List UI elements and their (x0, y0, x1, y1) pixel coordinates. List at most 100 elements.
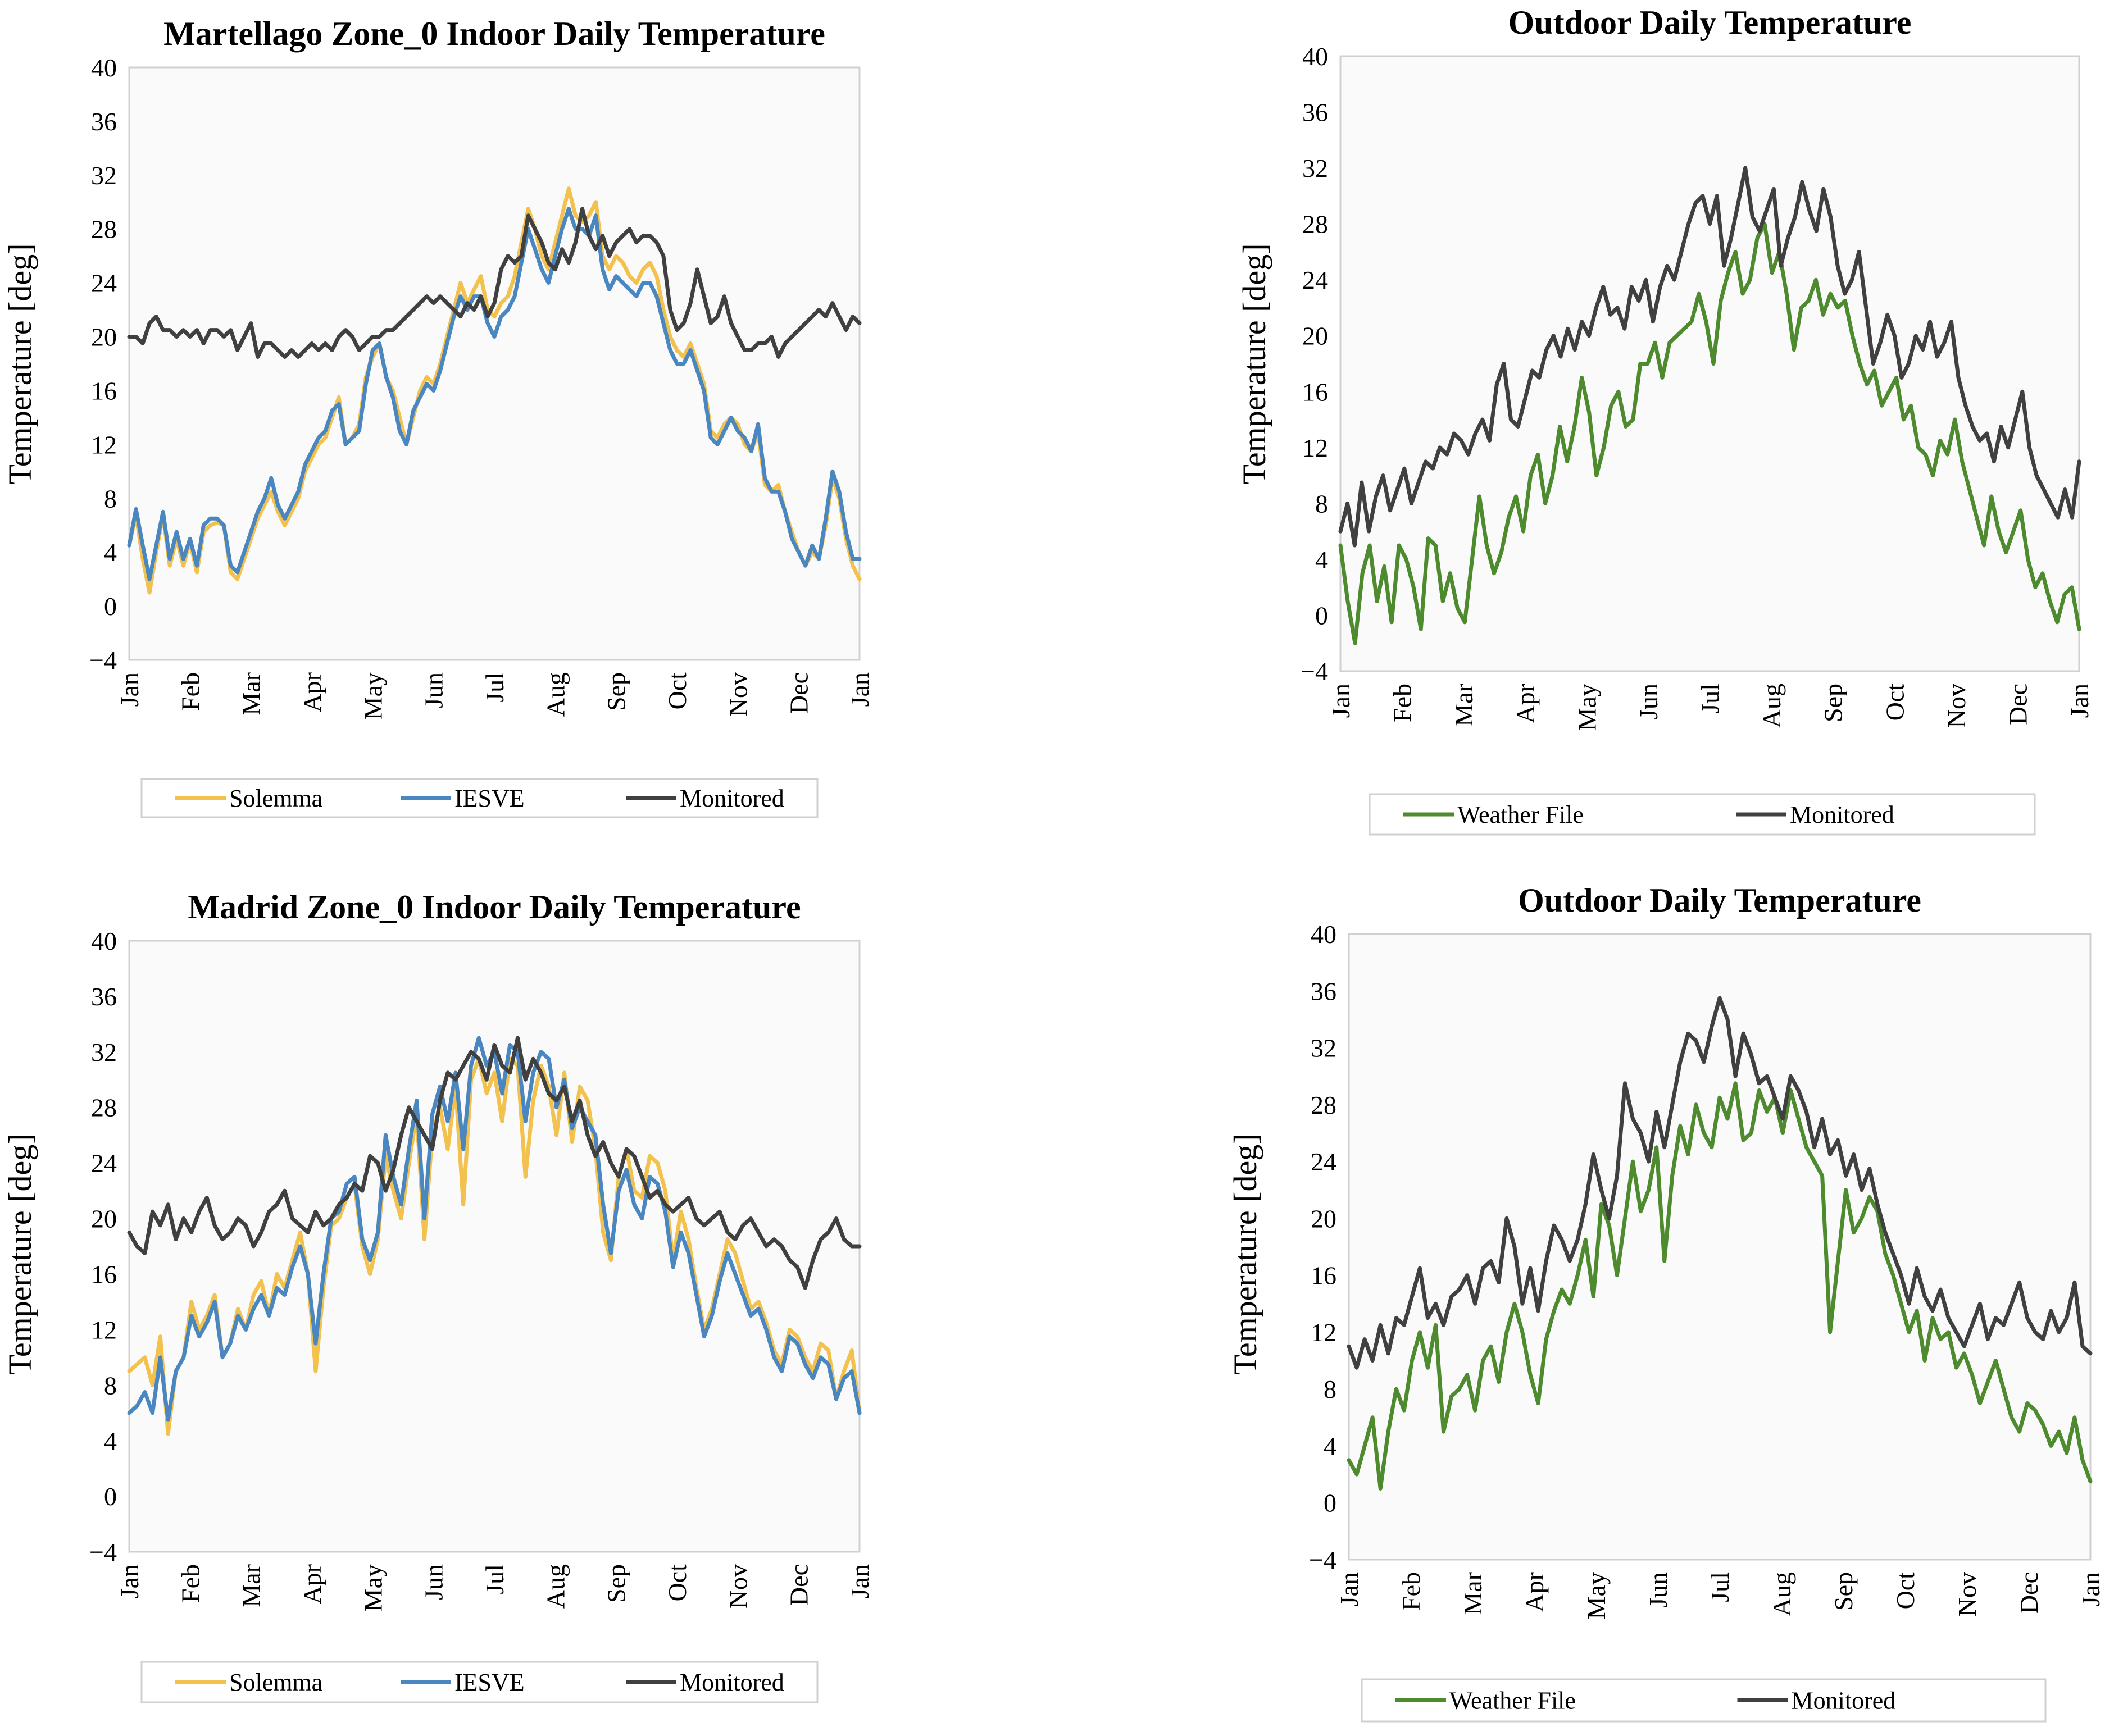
x-tick-label: Sep (1819, 684, 1848, 722)
y-tick-label: 16 (91, 1260, 117, 1288)
y-tick-label: 40 (1311, 920, 1336, 949)
y-tick-label: 8 (1315, 489, 1328, 518)
x-tick-label: Nov (1942, 684, 1971, 728)
y-tick-label: 40 (91, 53, 117, 82)
y-tick-label: 28 (91, 215, 117, 244)
series-line-weather-file (1338, 222, 2081, 645)
series-line-solemma (127, 186, 862, 595)
x-tick-label: Oct (663, 1564, 692, 1602)
x-tick-label: Aug (1767, 1572, 1796, 1616)
x-tick-label: Apr (1511, 684, 1540, 724)
chart-madrid-outdoor: Outdoor Daily Temperature −4 0 4 8 12 16 20 24 28… (1057, 868, 2113, 1735)
x-tick-label: Jun (1644, 1572, 1672, 1608)
y-tick-label: 20 (91, 1205, 117, 1233)
x-tick-label: Jul (480, 672, 509, 703)
x-tick-label: Dec (785, 672, 813, 714)
y-tick-label: 24 (1311, 1147, 1336, 1176)
y-tick-label: 40 (91, 927, 117, 955)
series-line-monitored (127, 207, 862, 359)
x-tick-label: Jan (2065, 684, 2094, 718)
x-tick-label: Sep (602, 1564, 631, 1603)
chart-title: Outdoor Daily Temperature (1508, 4, 1912, 41)
chart-svg: Outdoor Daily Temperature −4 0 4 8 12 16 20 24 28… (1227, 882, 2105, 1723)
chart-title: Outdoor Daily Temperature (1518, 882, 1921, 919)
plot-area (1348, 933, 2092, 1561)
x-tick-label: Mar (1449, 684, 1478, 727)
x-tick-label: Aug (541, 672, 570, 717)
legend-label-monitored: Monitored (680, 1669, 784, 1696)
y-tick-label: 4 (1324, 1432, 1336, 1460)
y-tick-label: 24 (91, 269, 117, 298)
series-line-iesve (127, 207, 862, 581)
x-tick-label: Jan (845, 1564, 874, 1598)
legend-label-monitored: Monitored (1792, 1687, 1896, 1715)
y-axis-title: Temperature [deg] (2, 243, 38, 484)
series-line-solemma (127, 1056, 862, 1436)
x-tick-label: Jan (115, 1564, 144, 1598)
legend-label-iesve: IESVE (454, 785, 525, 812)
y-tick-label: 28 (1302, 210, 1328, 239)
chart-svg: Madrid Zone_0 Indoor Daily Temperature −4… (2, 888, 874, 1703)
y-tick-label: 0 (1324, 1489, 1336, 1518)
plot-area (128, 940, 861, 1553)
y-tick-label: 24 (1302, 266, 1328, 294)
x-tick-label: Jun (1634, 684, 1663, 719)
x-tick-label: Feb (1397, 1572, 1425, 1611)
y-tick-label: 20 (1311, 1204, 1336, 1233)
x-tick-label: Nov (724, 1564, 752, 1609)
y-tick-label: 4 (1315, 545, 1328, 574)
chart-madrid-indoor: Madrid Zone_0 Indoor Daily Temperature −4… (0, 868, 1057, 1735)
x-tick-label: Jun (420, 672, 448, 708)
series-line-weather-file (1347, 1081, 2093, 1491)
legend-label-monitored: Monitored (1790, 801, 1894, 828)
chart-svg: Martellago Zone_0 Indoor Daily Temperatu… (2, 15, 874, 818)
y-tick-label: 8 (1324, 1375, 1336, 1404)
x-tick-label: Mar (1458, 1572, 1487, 1615)
x-tick-label: Sep (1829, 1572, 1858, 1611)
legend-label-solemma: Solemma (229, 1669, 322, 1696)
x-tick-label: Mar (237, 1564, 266, 1607)
y-tick-label: 32 (1311, 1034, 1336, 1063)
legend (140, 1661, 819, 1703)
series-line-monitored (127, 1036, 862, 1290)
y-tick-label: 12 (91, 1315, 117, 1344)
y-tick-label: 4 (104, 1427, 117, 1455)
x-tick-label: Apr (1520, 1572, 1549, 1612)
y-tick-label: 8 (104, 1371, 117, 1400)
y-tick-label: 32 (91, 161, 117, 190)
x-tick-label: Jan (845, 672, 874, 707)
legend-label-weather-file: Weather File (1457, 801, 1584, 828)
chart-martellago-indoor: Martellago Zone_0 Indoor Daily Temperatu… (0, 0, 1057, 868)
chart-title: Martellago Zone_0 Indoor Daily Temperatu… (163, 15, 825, 52)
x-tick-label: Jul (1706, 1572, 1734, 1602)
series-line-monitored (1347, 996, 2093, 1370)
x-tick-label: Jun (420, 1564, 448, 1600)
x-tick-label: Jan (1335, 1572, 1363, 1606)
y-tick-label: −4 (1301, 657, 1328, 686)
legend (140, 778, 819, 818)
x-tick-label: Jan (115, 672, 144, 707)
x-tick-label: May (358, 672, 387, 719)
x-tick-label: Aug (1757, 684, 1786, 728)
x-tick-label: Apr (298, 1564, 326, 1605)
y-tick-label: 32 (1302, 154, 1328, 183)
x-tick-label: Feb (176, 672, 204, 711)
y-tick-label: 16 (1302, 377, 1328, 406)
x-tick-label: Feb (1388, 684, 1417, 722)
y-tick-label: 0 (1315, 601, 1328, 630)
y-tick-label: 20 (91, 323, 117, 352)
y-tick-label: 28 (91, 1093, 117, 1122)
y-tick-label: 16 (1311, 1261, 1336, 1290)
x-tick-label: Aug (541, 1564, 570, 1609)
x-tick-label: Jul (480, 1564, 509, 1594)
chart-svg: Outdoor Daily Temperature −4 0 4 8 12 16 20 24 28… (1236, 4, 2094, 836)
x-tick-label: May (1572, 684, 1601, 731)
x-tick-label: May (358, 1564, 387, 1611)
x-tick-label: Dec (785, 1564, 813, 1606)
y-axis-title: Temperature [deg] (2, 1133, 38, 1374)
x-tick-label: Feb (176, 1564, 204, 1603)
y-tick-label: 12 (1302, 434, 1328, 462)
legend-label-weather-file: Weather File (1449, 1687, 1576, 1715)
x-tick-label: Jan (2076, 1572, 2105, 1606)
x-tick-label: Dec (2015, 1572, 2043, 1614)
